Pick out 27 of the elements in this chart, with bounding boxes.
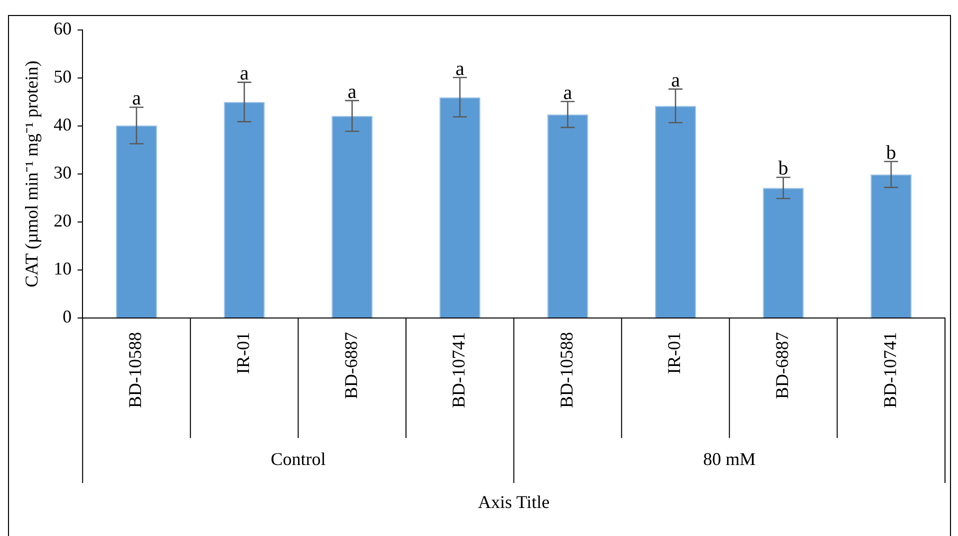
- x-axis-title: Axis Title: [478, 492, 550, 512]
- data-label: a: [671, 69, 680, 92]
- y-tick-label: 50: [54, 66, 72, 87]
- data-label: a: [132, 88, 142, 110]
- y-tick-label: 0: [62, 306, 72, 327]
- data-label: a: [240, 62, 249, 85]
- y-tick-label: 10: [54, 258, 72, 279]
- y-tick-label: 40: [54, 114, 72, 135]
- data-label: a: [563, 82, 572, 104]
- data-label: b: [886, 142, 896, 164]
- x-tick-label: BD-6887: [340, 332, 361, 399]
- x-tick-label: BD-10741: [448, 332, 469, 408]
- data-label: a: [455, 58, 464, 80]
- text: Control: [270, 449, 326, 470]
- y-tick-label: 60: [54, 18, 72, 39]
- x-tick-label: BD-10588: [125, 332, 146, 408]
- y-tick-label: 20: [54, 210, 72, 231]
- text: 80 mM: [703, 449, 756, 470]
- data-label: a: [348, 80, 357, 103]
- y-tick-label: 30: [54, 162, 72, 183]
- x-tick-label: BD-10741: [880, 332, 900, 408]
- x-tick-label: IR-01: [233, 332, 254, 374]
- x-tick-label: IR-01: [664, 332, 684, 374]
- y-axis-title: CAT (µmol min⁻¹ mg⁻¹ protein): [22, 60, 42, 288]
- x-tick-label: BD-10588: [556, 332, 576, 408]
- data-label: b: [778, 158, 788, 180]
- x-tick-label: BD-6887: [772, 332, 792, 399]
